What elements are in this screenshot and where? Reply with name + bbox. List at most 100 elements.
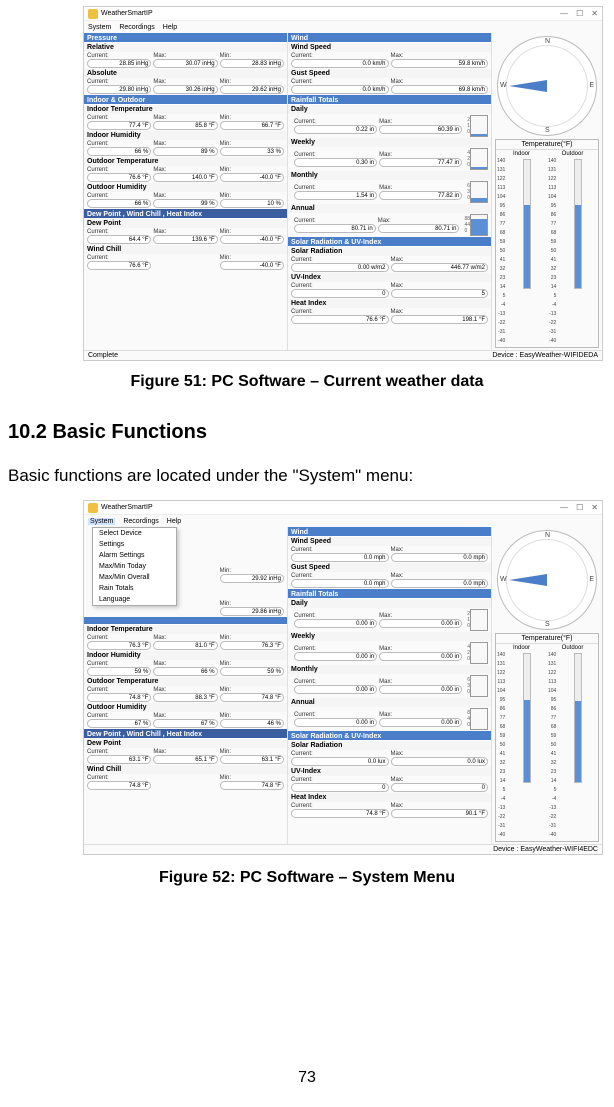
outhum-max[interactable]: 99 %: [153, 199, 217, 208]
menubar[interactable]: System Recordings Help: [84, 21, 602, 33]
dew-max[interactable]: 139.6 °F: [153, 235, 217, 244]
gust-cur[interactable]: 0.0 mph: [291, 579, 389, 588]
rad-cur[interactable]: 0.00 w/m2: [291, 263, 389, 272]
relative-current[interactable]: 28.85 inHg: [87, 59, 151, 68]
maximize-icon[interactable]: ☐: [576, 9, 583, 18]
maximize-icon[interactable]: ☐: [576, 503, 583, 512]
outtemp-cur[interactable]: 74.8 °F: [87, 693, 151, 702]
inhum-max[interactable]: 66 %: [153, 667, 217, 676]
menu-item-maxmin-overall[interactable]: Max/Min Overall: [93, 572, 176, 583]
intemp-min[interactable]: 66.7 °F: [220, 121, 284, 130]
outtemp-max[interactable]: 88.3 °F: [153, 693, 217, 702]
dew-max[interactable]: 65.1 °F: [153, 755, 217, 764]
rad-max[interactable]: 446.77 w/m2: [391, 263, 489, 272]
intemp-max[interactable]: 85.8 °F: [153, 121, 217, 130]
daily-cur[interactable]: 0.00 in: [294, 619, 377, 628]
annual-max[interactable]: 80.71 in: [378, 224, 460, 233]
wind-cur[interactable]: 0.0 km/h: [291, 59, 389, 68]
outhum-min[interactable]: 46 %: [220, 719, 284, 728]
inhum-max[interactable]: 89 %: [153, 147, 217, 156]
window-buttons[interactable]: — ☐ ✕: [560, 503, 598, 512]
monthly-cur[interactable]: 0.00 in: [294, 685, 377, 694]
outhum-min[interactable]: 10 %: [220, 199, 284, 208]
weekly-cur[interactable]: 0.30 in: [294, 158, 377, 167]
wind-max[interactable]: 59.8 km/h: [391, 59, 489, 68]
menu-system[interactable]: System: [88, 518, 115, 525]
intemp-min[interactable]: 76.3 °F: [220, 641, 284, 650]
wind-cur[interactable]: 0.0 mph: [291, 553, 389, 562]
rel-min[interactable]: 29.92 inHg: [220, 574, 284, 583]
inhum-min[interactable]: 33 %: [220, 147, 284, 156]
gust-max[interactable]: 69.8 km/h: [391, 85, 489, 94]
system-dropdown[interactable]: Select Device Settings Alarm Settings Ma…: [92, 527, 177, 606]
menu-item-alarm-settings[interactable]: Alarm Settings: [93, 550, 176, 561]
daily-max[interactable]: 0.00 in: [379, 619, 462, 628]
chill-min[interactable]: -40.0 °F: [220, 261, 284, 270]
dew-cur[interactable]: 64.4 °F: [87, 235, 151, 244]
outtemp-min[interactable]: 74.8 °F: [220, 693, 284, 702]
chill-cur[interactable]: 74.8 °F: [87, 781, 151, 790]
weekly-max[interactable]: 77.47 in: [379, 158, 462, 167]
daily-cur[interactable]: 0.22 in: [294, 125, 377, 134]
gust-cur[interactable]: 0.0 km/h: [291, 85, 389, 94]
window-buttons[interactable]: — ☐ ✕: [560, 9, 598, 18]
heat-max[interactable]: 198.1 °F: [391, 315, 489, 324]
outhum-cur[interactable]: 67 %: [87, 719, 151, 728]
uv-max[interactable]: 5: [391, 289, 489, 298]
chill-cur[interactable]: 76.6 °F: [87, 261, 151, 270]
weekly-max[interactable]: 0.00 in: [379, 652, 462, 661]
uv-cur[interactable]: 0: [291, 289, 389, 298]
menu-help[interactable]: Help: [163, 24, 177, 31]
close-icon[interactable]: ✕: [591, 9, 598, 18]
heat-cur[interactable]: 74.8 °F: [291, 809, 389, 818]
uv-max[interactable]: 0: [391, 783, 489, 792]
weekly-cur[interactable]: 0.00 in: [294, 652, 377, 661]
menu-item-settings[interactable]: Settings: [93, 539, 176, 550]
chill-min[interactable]: 74.8 °F: [220, 781, 284, 790]
intemp-cur[interactable]: 76.3 °F: [87, 641, 151, 650]
heat-max[interactable]: 90.1 °F: [391, 809, 489, 818]
wind-max[interactable]: 0.0 mph: [391, 553, 489, 562]
uv-cur[interactable]: 0: [291, 783, 389, 792]
menu-recordings[interactable]: Recordings: [119, 24, 154, 31]
menu-item-select-device[interactable]: Select Device: [93, 528, 176, 539]
rad-cur[interactable]: 0.0 lux: [291, 757, 389, 766]
menu-item-rain-totals[interactable]: Rain Totals: [93, 583, 176, 594]
monthly-max[interactable]: 77.82 in: [379, 191, 462, 200]
gust-max[interactable]: 0.0 mph: [391, 579, 489, 588]
dew-cur[interactable]: 63.1 °F: [87, 755, 151, 764]
close-icon[interactable]: ✕: [591, 503, 598, 512]
relative-max[interactable]: 30.07 inHg: [153, 59, 217, 68]
relative-min[interactable]: 28.83 inHg: [220, 59, 284, 68]
menu-recordings[interactable]: Recordings: [123, 518, 158, 525]
annual-cur[interactable]: 80.71 in: [294, 224, 376, 233]
menu-help[interactable]: Help: [167, 518, 181, 525]
daily-max[interactable]: 60.39 in: [379, 125, 462, 134]
dew-min[interactable]: 63.1 °F: [220, 755, 284, 764]
menubar[interactable]: System Recordings Help: [84, 515, 602, 527]
outhum-max[interactable]: 67 %: [153, 719, 217, 728]
minimize-icon[interactable]: —: [560, 503, 568, 512]
monthly-max[interactable]: 0.00 in: [379, 685, 462, 694]
intemp-max[interactable]: 81.0 °F: [153, 641, 217, 650]
menu-system[interactable]: System: [88, 24, 111, 31]
inhum-cur[interactable]: 59 %: [87, 667, 151, 676]
dew-min[interactable]: -40.0 °F: [220, 235, 284, 244]
intemp-cur[interactable]: 77.4 °F: [87, 121, 151, 130]
outtemp-min[interactable]: -40.0 °F: [220, 173, 284, 182]
annual-cur[interactable]: 0.00 in: [294, 718, 377, 727]
annual-max[interactable]: 0.00 in: [379, 718, 462, 727]
absolute-min[interactable]: 29.62 inHg: [220, 85, 284, 94]
monthly-cur[interactable]: 1.54 in: [294, 191, 377, 200]
menu-item-language[interactable]: Language: [93, 594, 176, 605]
outtemp-cur[interactable]: 76.6 °F: [87, 173, 151, 182]
outtemp-max[interactable]: 140.0 °F: [153, 173, 217, 182]
absolute-max[interactable]: 30.26 inHg: [153, 85, 217, 94]
abs-min[interactable]: 29.86 inHg: [220, 607, 284, 616]
inhum-cur[interactable]: 66 %: [87, 147, 151, 156]
menu-item-maxmin-today[interactable]: Max/Min Today: [93, 561, 176, 572]
rad-max[interactable]: 0.0 lux: [391, 757, 489, 766]
heat-cur[interactable]: 76.6 °F: [291, 315, 389, 324]
inhum-min[interactable]: 59 %: [220, 667, 284, 676]
outhum-cur[interactable]: 66 %: [87, 199, 151, 208]
